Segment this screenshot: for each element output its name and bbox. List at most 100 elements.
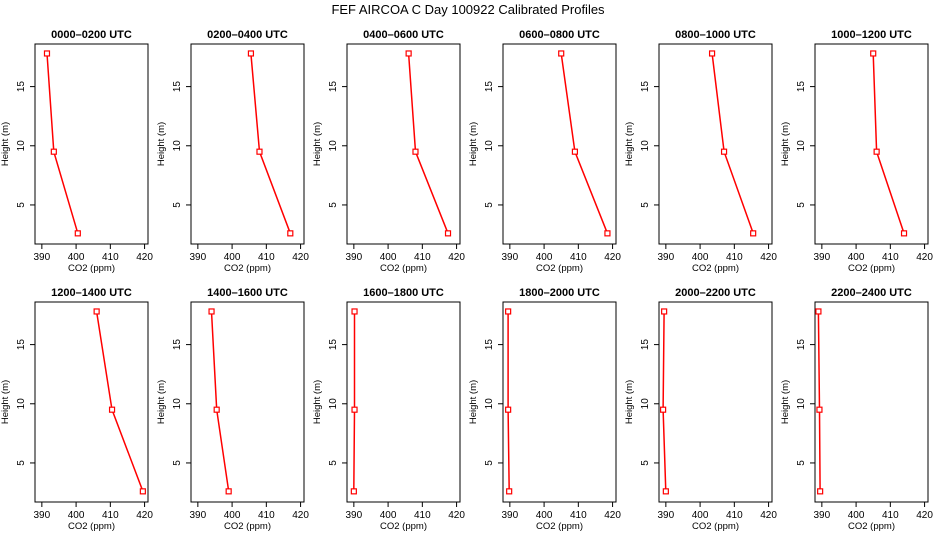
x-axis-label: CO2 (ppm) xyxy=(848,521,895,532)
y-axis-label: Height (m) xyxy=(0,122,11,166)
panel-title: 2200–2400 UTC xyxy=(831,287,912,299)
plot-frame xyxy=(658,301,773,503)
plot-frame xyxy=(814,301,929,503)
y-axis-label: Height (m) xyxy=(312,380,323,424)
x-tick-label: 390 xyxy=(658,252,675,263)
panel-title: 2000–2200 UTC xyxy=(675,287,756,299)
x-tick-label: 410 xyxy=(414,510,431,521)
x-tick-label: 390 xyxy=(502,510,519,521)
panel-title: 1200–1400 UTC xyxy=(51,287,132,299)
profile-point xyxy=(93,308,100,315)
profile-point xyxy=(108,406,116,413)
y-axis-label: Height (m) xyxy=(624,380,635,424)
y-tick-label: 10 xyxy=(16,140,27,152)
x-tick-label: 420 xyxy=(292,510,309,521)
panel-5: 1000–1200 UTC 390 400 410 420 CO2 (ppm) 5 10 15 H… xyxy=(780,29,933,274)
x-tick-label: 410 xyxy=(726,252,743,263)
panel-title: 1000–1200 UTC xyxy=(831,29,912,41)
panel-8: 1600–1800 UTC 390 400 410 420 CO2 (ppm) 5 10 15 H… xyxy=(312,287,465,532)
panel-title: 0800–1000 UTC xyxy=(675,29,756,41)
y-tick-label: 5 xyxy=(328,460,339,466)
x-tick-label: 410 xyxy=(414,252,431,263)
profile-line xyxy=(560,53,609,234)
panel-2: 0400–0600 UTC 390 400 410 420 CO2 (ppm) 5 10 15 H… xyxy=(312,29,465,274)
profile-point xyxy=(750,230,757,237)
profile-point xyxy=(817,488,824,495)
y-tick-label: 15 xyxy=(16,81,27,93)
profile-point xyxy=(256,148,263,155)
y-tick-label: 15 xyxy=(172,339,183,351)
profile-line xyxy=(353,311,356,492)
x-tick-label: 400 xyxy=(536,510,553,521)
y-axis-label: Height (m) xyxy=(468,122,479,166)
y-axis-label: Height (m) xyxy=(312,122,323,166)
profile-point xyxy=(870,50,877,57)
x-axis-label: CO2 (ppm) xyxy=(68,263,115,274)
panel-4: 0800–1000 UTC 390 400 410 420 CO2 (ppm) 5 10 15 H… xyxy=(624,29,777,274)
y-tick-label: 5 xyxy=(484,460,495,466)
profile-point xyxy=(74,230,81,237)
x-tick-label: 400 xyxy=(848,510,865,521)
plot-frame xyxy=(346,43,461,245)
y-tick-label: 15 xyxy=(172,81,183,93)
x-tick-label: 420 xyxy=(136,252,153,263)
profile-point xyxy=(661,308,668,315)
y-axis-label: Height (m) xyxy=(780,380,791,424)
x-axis-label: CO2 (ppm) xyxy=(536,263,583,274)
y-tick-label: 5 xyxy=(796,460,807,466)
x-tick-label: 390 xyxy=(34,510,51,521)
plot-frame xyxy=(658,43,773,245)
y-tick-label: 5 xyxy=(796,202,807,208)
profile-point xyxy=(405,50,412,57)
panel-0: 0000–0200 UTC 390 400 410 420 CO2 (ppm) 5 10 15 H… xyxy=(0,29,153,274)
panel-title: 0200–0400 UTC xyxy=(207,29,288,41)
x-tick-label: 390 xyxy=(814,252,831,263)
profile-point xyxy=(571,148,579,155)
x-tick-label: 390 xyxy=(190,510,207,521)
profile-line xyxy=(250,53,292,234)
x-axis-label: CO2 (ppm) xyxy=(224,263,271,274)
plot-frame xyxy=(34,43,149,245)
plot-frame xyxy=(502,43,617,245)
x-tick-label: 410 xyxy=(102,510,119,521)
profile-line xyxy=(872,53,905,234)
panel-title: 0600–0800 UTC xyxy=(519,29,600,41)
profile-point xyxy=(225,488,232,495)
y-tick-label: 15 xyxy=(484,81,495,93)
panel-title: 1600–1800 UTC xyxy=(363,287,444,299)
profile-point xyxy=(558,50,565,57)
profile-point xyxy=(444,230,452,237)
x-axis-label: CO2 (ppm) xyxy=(380,263,427,274)
y-tick-label: 15 xyxy=(640,339,651,351)
profile-point xyxy=(213,406,220,413)
x-tick-label: 400 xyxy=(68,252,85,263)
profile-line xyxy=(210,311,230,492)
x-tick-label: 400 xyxy=(224,252,241,263)
x-axis-label: CO2 (ppm) xyxy=(380,521,427,532)
y-tick-label: 15 xyxy=(328,339,339,351)
y-tick-label: 15 xyxy=(640,81,651,93)
x-tick-label: 390 xyxy=(814,510,831,521)
y-tick-label: 5 xyxy=(484,202,495,208)
x-tick-label: 410 xyxy=(882,252,899,263)
profile-line xyxy=(662,311,667,492)
figure-title: FEF AIRCOA C Day 100922 Calibrated Profi… xyxy=(331,2,605,17)
plot-frame xyxy=(34,301,149,503)
panel-1: 0200–0400 UTC 390 400 410 420 CO2 (ppm) 5 10 15 H… xyxy=(156,29,309,274)
y-tick-label: 15 xyxy=(484,339,495,351)
y-tick-label: 10 xyxy=(640,398,651,410)
y-tick-label: 5 xyxy=(172,460,183,466)
panel-title: 0000–0200 UTC xyxy=(51,29,132,41)
profile-point xyxy=(50,148,57,155)
y-tick-label: 10 xyxy=(172,398,183,410)
y-tick-label: 15 xyxy=(796,81,807,93)
x-tick-label: 410 xyxy=(570,510,587,521)
x-tick-label: 390 xyxy=(502,252,519,263)
panel-title: 1800–2000 UTC xyxy=(519,287,600,299)
x-tick-label: 390 xyxy=(346,252,363,263)
y-tick-label: 5 xyxy=(16,202,27,208)
chart-panels: 0000–0200 UTC 390 400 410 420 CO2 (ppm) 5 10 15 H… xyxy=(0,29,933,532)
x-tick-label: 400 xyxy=(536,252,553,263)
x-tick-label: 420 xyxy=(448,510,465,521)
panel-9: 1800–2000 UTC 390 400 410 420 CO2 (ppm) 5 10 15 H… xyxy=(468,287,621,532)
